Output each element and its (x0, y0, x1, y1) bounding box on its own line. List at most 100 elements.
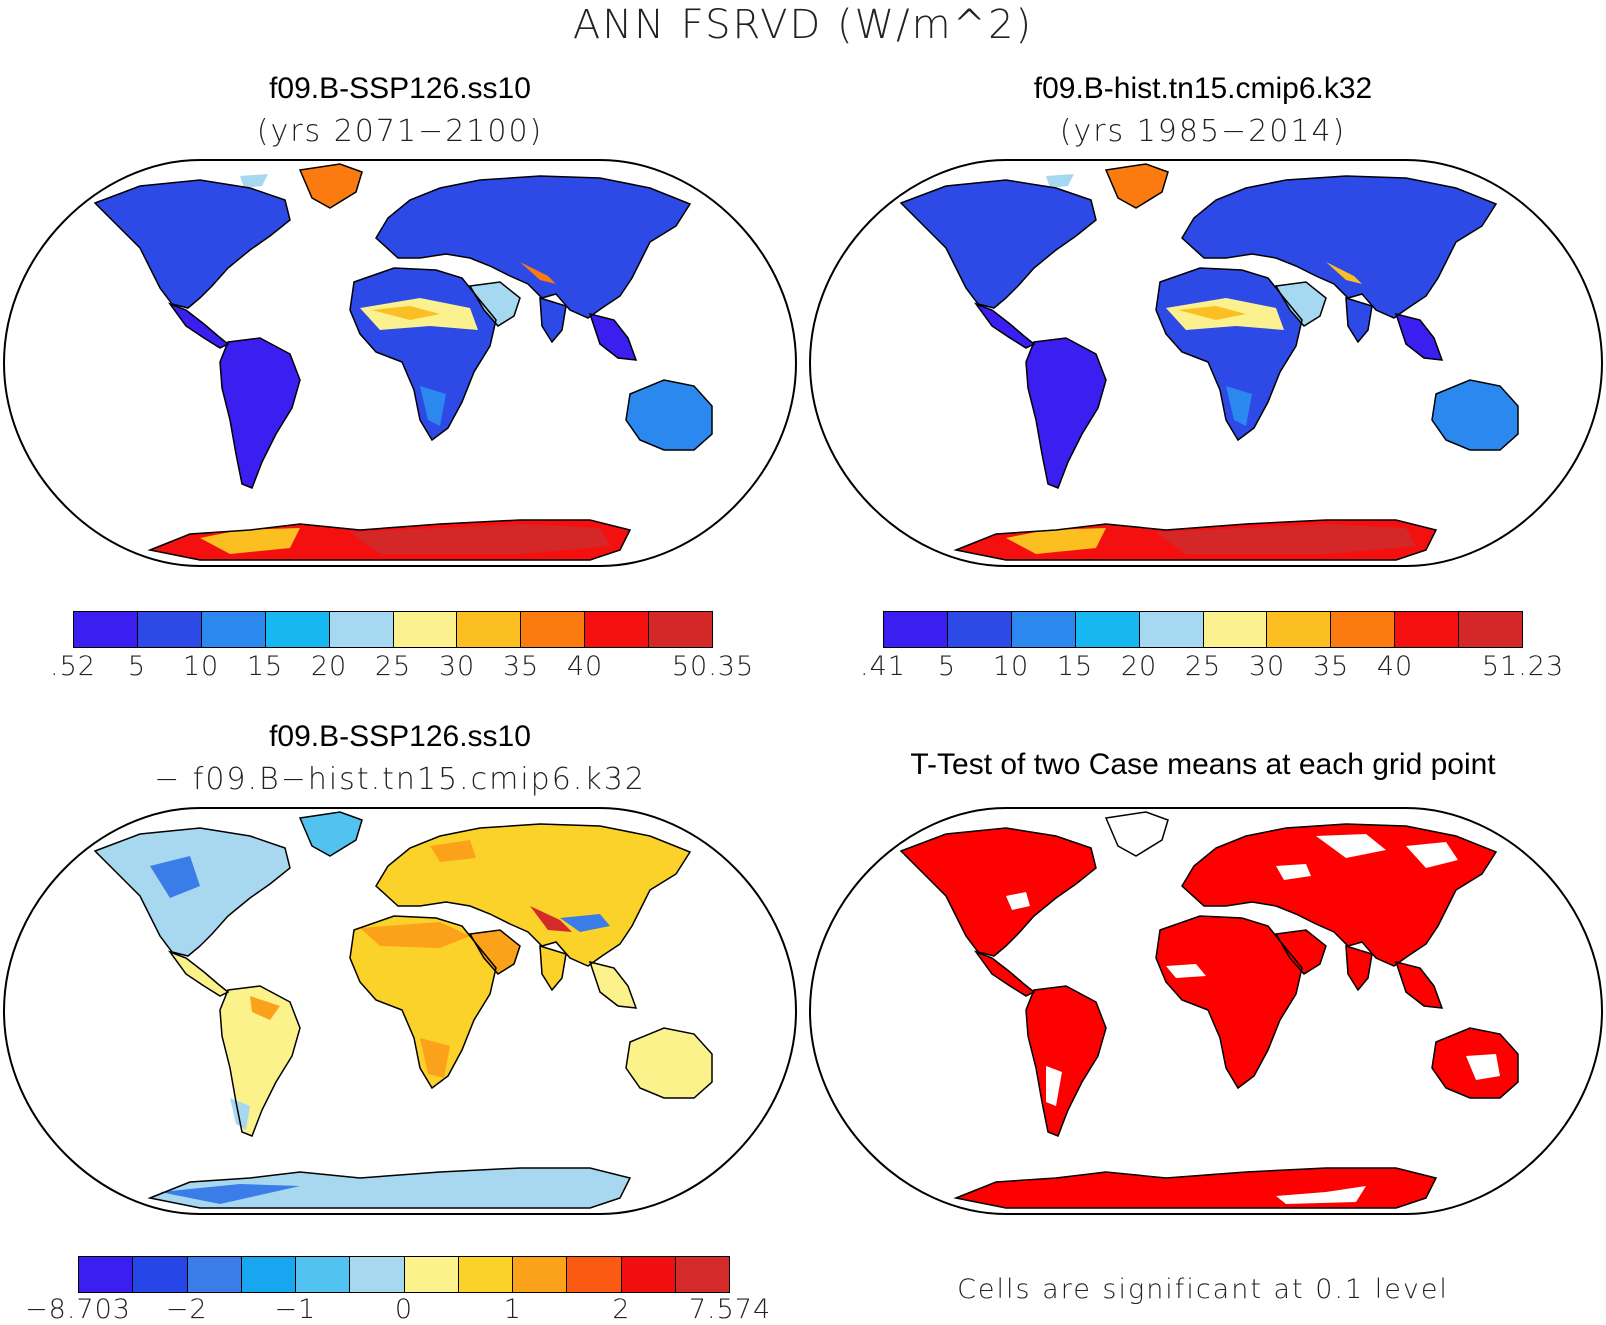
field-patch (1166, 964, 1206, 978)
colorbar-cell (404, 1257, 459, 1292)
continent-africa (350, 916, 496, 1088)
panel-ssp-title: f09.B-SSP126.ss10 (269, 72, 531, 105)
continent-arabia (470, 282, 520, 326)
coastline (588, 960, 638, 1009)
coastline (93, 179, 291, 309)
coastline (1274, 281, 1327, 327)
field-patch (350, 524, 610, 554)
colorbar-tick-label: 30 (1248, 651, 1286, 682)
colorbar-cell (296, 1257, 351, 1292)
colorbar-tick-label: 0 (394, 1294, 414, 1325)
field-patch (200, 528, 300, 554)
field-patch (1326, 262, 1362, 284)
colorbar-tick-label: 40 (1376, 651, 1414, 682)
colorbar-cell (1203, 612, 1268, 647)
coastline (219, 985, 301, 1137)
continent-samerica (220, 986, 300, 1136)
field-patch (360, 922, 470, 948)
map-hist (808, 159, 1604, 567)
field-patch (1316, 834, 1386, 858)
colorbar-tick-label: 5 (937, 651, 957, 682)
colorbar-cell (241, 1257, 296, 1292)
colorbar-cell (1075, 612, 1140, 647)
panel-hist-subtitle: (yrs 1985−2014) (1059, 114, 1347, 149)
field-patch (230, 1098, 250, 1130)
colorbar-cell (1395, 612, 1460, 647)
colorbar-cell (201, 612, 266, 647)
continent-camerica (976, 952, 1034, 996)
coastline (899, 827, 1097, 957)
continent-namerica (901, 180, 1096, 308)
map-border (808, 159, 1604, 567)
coastline (298, 811, 363, 857)
colorbar-tick-label: 20 (310, 651, 348, 682)
map-diff (2, 807, 798, 1215)
colorbar-tick-label: .52 (50, 651, 96, 682)
field-patch (1006, 528, 1106, 554)
continent-eurasia (1182, 824, 1496, 966)
colorbar-diff-labels: −8.703 −2 −1 0 1 2 7.574 (25, 1294, 770, 1325)
colorbar-tick-label: 35 (502, 651, 540, 682)
continent-seasia (590, 314, 636, 360)
continent-india (540, 946, 566, 990)
coastline (349, 267, 497, 442)
field-patch (240, 174, 268, 188)
colorbar-tick-label: 30 (438, 651, 476, 682)
colorbar-cell (265, 612, 330, 647)
coastline (1025, 337, 1107, 489)
field-patch (420, 386, 446, 426)
colorbar-cell (675, 1257, 729, 1292)
figure-title: ANN FSRVD (W/m^2) (572, 2, 1034, 48)
field-patch (1178, 306, 1246, 320)
colorbar-tick-label: −1 (274, 1294, 317, 1325)
coastline (1155, 915, 1303, 1090)
map-border (2, 159, 798, 567)
continent-namerica (95, 828, 290, 956)
continent-eurasia (376, 176, 690, 318)
colorbar-tick-label: 20 (1120, 651, 1158, 682)
panel-ttest-title: T-Test of two Case means at each grid po… (910, 748, 1496, 781)
field-patch (420, 1038, 450, 1078)
continent-camerica (976, 304, 1034, 348)
colorbar-cell (1139, 612, 1204, 647)
colorbar-cell (621, 1257, 676, 1292)
coastline (588, 312, 638, 361)
coastline (298, 163, 363, 209)
colorbar-tick-label: 10 (992, 651, 1030, 682)
colorbar-cell (137, 612, 202, 647)
colorbar-tick-label: 35 (1312, 651, 1350, 682)
colorbar-cell (133, 1257, 188, 1292)
field-patch (150, 856, 200, 898)
coastline (147, 1167, 632, 1209)
colorbar-cell (513, 1257, 568, 1292)
colorbar-tick-label: −8.703 (25, 1294, 131, 1325)
colorbar-cell (1331, 612, 1396, 647)
colorbar-cell (350, 1257, 405, 1292)
coastline (375, 175, 692, 319)
continent-samerica (220, 338, 300, 488)
colorbar-cell (457, 612, 522, 647)
colorbar-tick-label: 7.574 (688, 1294, 772, 1325)
colorbar-tick-label: .41 (860, 651, 906, 682)
colorbar-tick-label: 25 (374, 651, 412, 682)
field-patch (1156, 524, 1416, 554)
colorbar-hist (883, 611, 1523, 648)
coastline (147, 519, 632, 561)
panel-ssp-subtitle: (yrs 2071−2100) (256, 114, 544, 149)
colorbar-tick-label: 1 (503, 1294, 522, 1325)
continent-arabia (470, 930, 520, 974)
coastline (1431, 379, 1519, 451)
coastline (539, 944, 567, 992)
field-patch (1276, 864, 1311, 880)
coastline (1025, 985, 1107, 1137)
panel-diff-subtitle: − f09.B−hist.tn15.cmip6.k32 (154, 762, 646, 797)
coastline (1181, 823, 1498, 967)
continent-arabia (1276, 282, 1326, 326)
map-ttest (808, 807, 1604, 1215)
colorbar-diff (78, 1256, 730, 1293)
continent-seasia (590, 962, 636, 1008)
continent-namerica (901, 828, 1096, 956)
colorbar-cell (567, 1257, 622, 1292)
coastline (1394, 960, 1444, 1009)
colorbar-tick-label: 50.35 (671, 651, 755, 682)
